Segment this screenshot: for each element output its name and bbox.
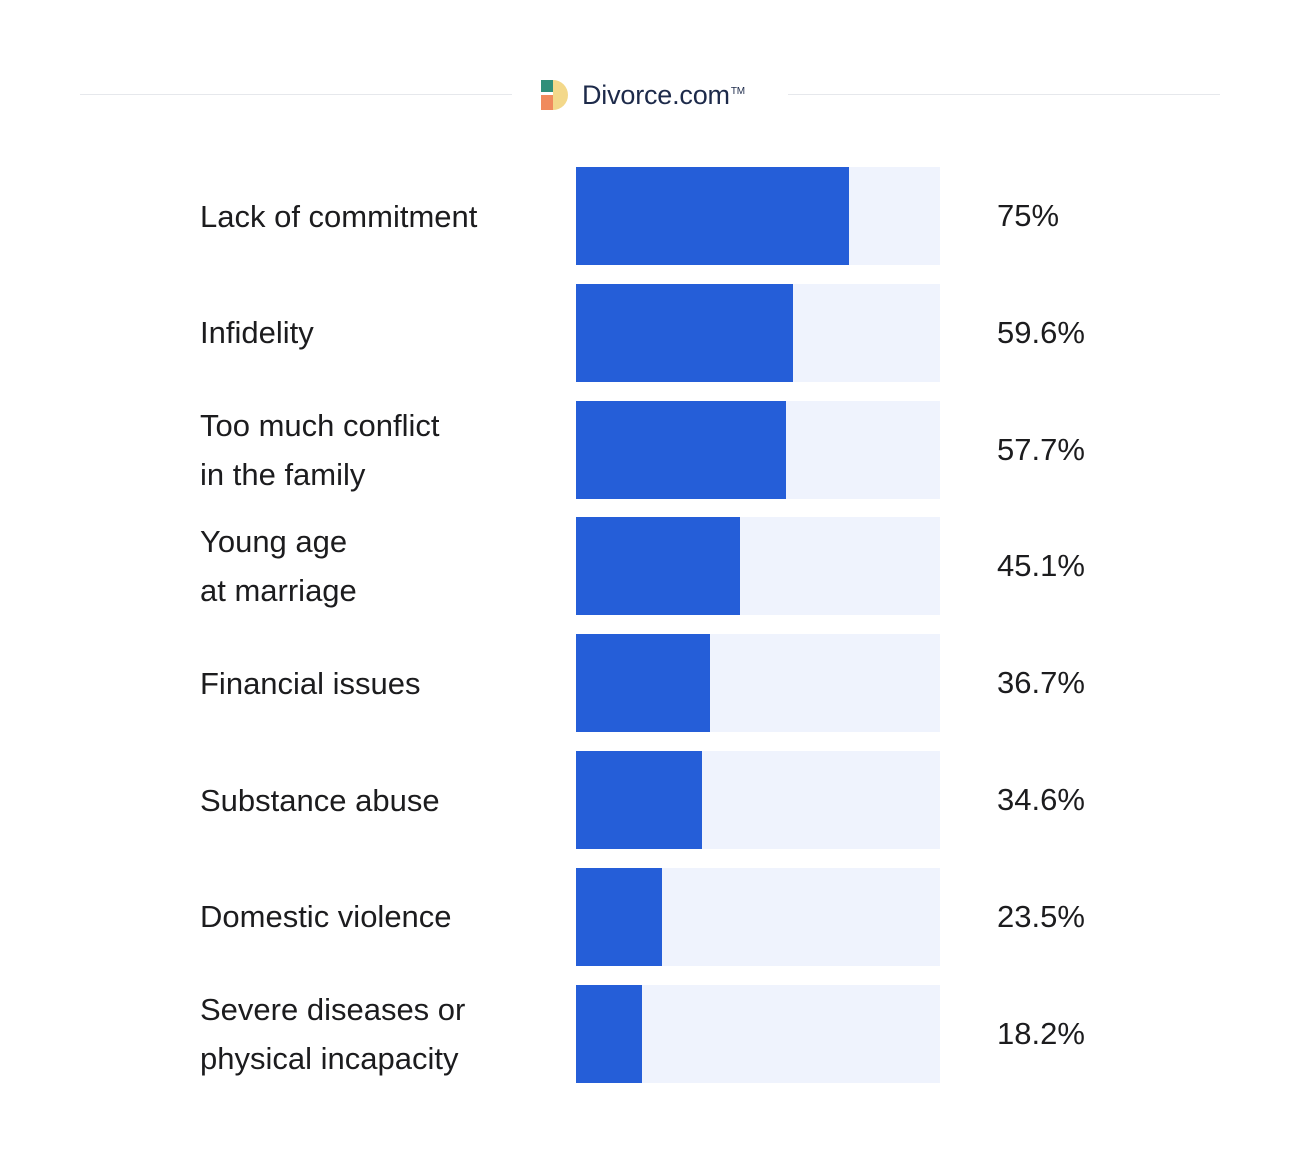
bar-track [576, 167, 940, 265]
divorce-logo-icon [541, 80, 568, 110]
value-label: 34.6% [997, 782, 1085, 817]
bar [576, 867, 662, 966]
bar [576, 751, 702, 849]
header: Divorce.comTM [0, 70, 1300, 120]
value-label: 36.7% [997, 665, 1085, 701]
value-label: 57.7% [997, 431, 1085, 467]
value-label: 45.1% [997, 548, 1085, 584]
bar-track [576, 517, 940, 616]
bar-track [576, 867, 940, 966]
header-divider-right [788, 94, 1220, 95]
bar [576, 400, 787, 499]
bar [576, 283, 793, 382]
bar [576, 167, 849, 265]
value-label: 18.2% [997, 1015, 1085, 1051]
bar [576, 984, 643, 1083]
bar-track [576, 751, 940, 849]
bar-track [576, 984, 940, 1083]
category-label: Substance abuse [200, 782, 440, 818]
value-label: 23.5% [997, 898, 1085, 934]
value-label: 75% [997, 198, 1060, 233]
brand-name: Divorce.comTM [582, 79, 745, 110]
category-label: Lack of commitment [200, 198, 478, 234]
bar-track [576, 283, 940, 382]
category-label: Infidelity [200, 315, 314, 351]
category-label: Domestic violence [200, 899, 452, 935]
bar [576, 634, 710, 733]
bar-track [576, 400, 940, 499]
category-label: Too much conflict in the family [200, 407, 440, 492]
category-label: Financial issues [200, 665, 421, 701]
bar-track [576, 634, 940, 733]
trademark-mark: TM [730, 85, 745, 97]
category-label: Young age at marriage [200, 524, 357, 609]
bar [576, 517, 741, 616]
value-label: 59.6% [997, 314, 1085, 350]
brand[interactable]: Divorce.comTM [538, 78, 745, 112]
header-divider-left [80, 94, 512, 95]
category-label: Severe diseases or physical incapacity [200, 991, 466, 1076]
